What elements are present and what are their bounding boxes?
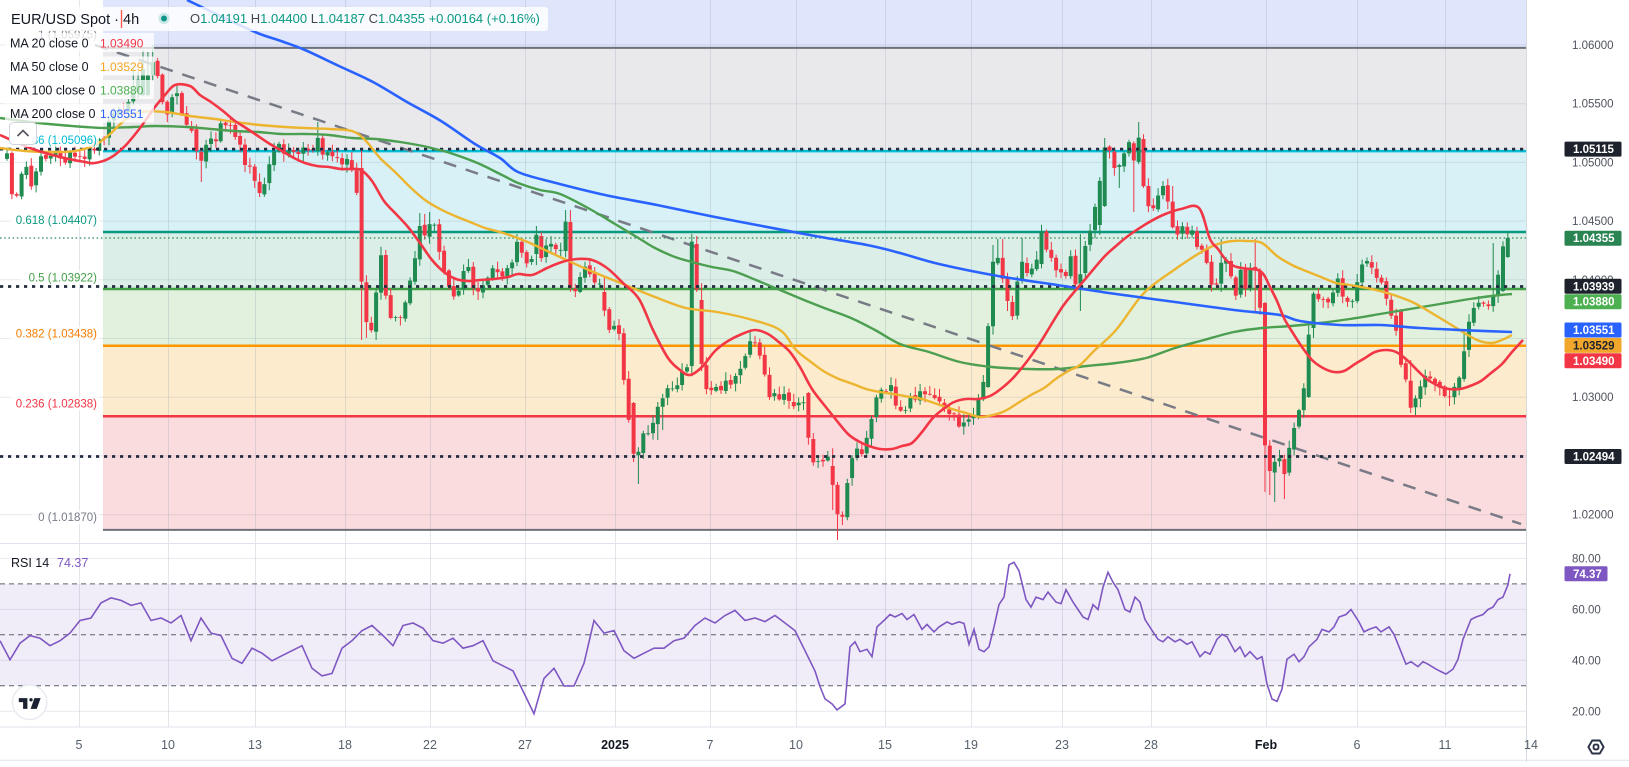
svg-text:0.382 (1.03438): 0.382 (1.03438): [16, 329, 97, 341]
svg-text:RSI 14: RSI 14: [11, 556, 49, 570]
svg-text:23: 23: [1055, 738, 1069, 752]
svg-text:74.37: 74.37: [1573, 569, 1602, 581]
svg-text:1.03551: 1.03551: [1573, 325, 1615, 337]
svg-text:O1.04191 H1.04400 L1.04187 C1.: O1.04191 H1.04400 L1.04187 C1.04355 +0.0…: [190, 11, 540, 26]
svg-text:80.00: 80.00: [1572, 553, 1601, 565]
svg-text:6: 6: [1354, 738, 1361, 752]
svg-text:1.03490: 1.03490: [100, 37, 144, 51]
svg-text:14: 14: [1524, 738, 1538, 752]
svg-text:27: 27: [518, 738, 532, 752]
svg-text:MA 200 close 0: MA 200 close 0: [10, 107, 96, 121]
svg-text:1.03529: 1.03529: [100, 60, 144, 74]
svg-text:11: 11: [1439, 738, 1452, 752]
svg-text:1.02494: 1.02494: [1573, 452, 1615, 464]
svg-text:1.03939: 1.03939: [1573, 281, 1615, 293]
svg-text:1.03490: 1.03490: [1573, 356, 1615, 368]
svg-text:40.00: 40.00: [1572, 655, 1601, 667]
svg-text:1.03551: 1.03551: [100, 107, 144, 121]
svg-text:1.06000: 1.06000: [1572, 40, 1614, 52]
svg-text:1.03880: 1.03880: [1573, 297, 1615, 309]
svg-text:1.05115: 1.05115: [1573, 144, 1615, 156]
svg-text:18: 18: [338, 738, 352, 752]
svg-text:10: 10: [789, 738, 803, 752]
svg-text:5: 5: [76, 738, 83, 752]
svg-text:MA 100 close 0: MA 100 close 0: [10, 84, 96, 98]
svg-text:15: 15: [878, 738, 892, 752]
svg-text:0.5 (1.03922): 0.5 (1.03922): [29, 273, 98, 285]
svg-text:MA 50 close 0: MA 50 close 0: [10, 60, 89, 74]
svg-text:22: 22: [423, 738, 437, 752]
svg-text:1.05000: 1.05000: [1572, 157, 1614, 169]
svg-text:20.00: 20.00: [1572, 706, 1601, 718]
svg-text:1.04355: 1.04355: [1573, 233, 1615, 245]
svg-text:1.02000: 1.02000: [1572, 510, 1614, 522]
svg-text:28: 28: [1144, 738, 1158, 752]
svg-text:1.05500: 1.05500: [1572, 99, 1614, 111]
svg-text:60.00: 60.00: [1572, 604, 1601, 616]
svg-text:EUR/USD Spot · 4h: EUR/USD Spot · 4h: [11, 12, 139, 28]
svg-text:1.03880: 1.03880: [100, 84, 144, 98]
svg-text:10: 10: [161, 738, 175, 752]
svg-text:Feb: Feb: [1255, 738, 1278, 752]
svg-text:19: 19: [964, 738, 978, 752]
svg-text:0.236 (1.02838): 0.236 (1.02838): [16, 399, 97, 411]
svg-text:2025: 2025: [601, 738, 629, 752]
svg-text:0 (1.01870): 0 (1.01870): [38, 512, 97, 524]
svg-text:74.37: 74.37: [57, 556, 88, 570]
svg-text:1.03529: 1.03529: [1573, 340, 1615, 352]
svg-text:1.03000: 1.03000: [1572, 392, 1614, 404]
svg-text:7: 7: [707, 738, 714, 752]
svg-text:1.04500: 1.04500: [1572, 216, 1614, 228]
svg-text:MA 20 close 0: MA 20 close 0: [10, 37, 89, 51]
svg-text:13: 13: [248, 738, 262, 752]
svg-text:0.618 (1.04407): 0.618 (1.04407): [16, 215, 97, 227]
